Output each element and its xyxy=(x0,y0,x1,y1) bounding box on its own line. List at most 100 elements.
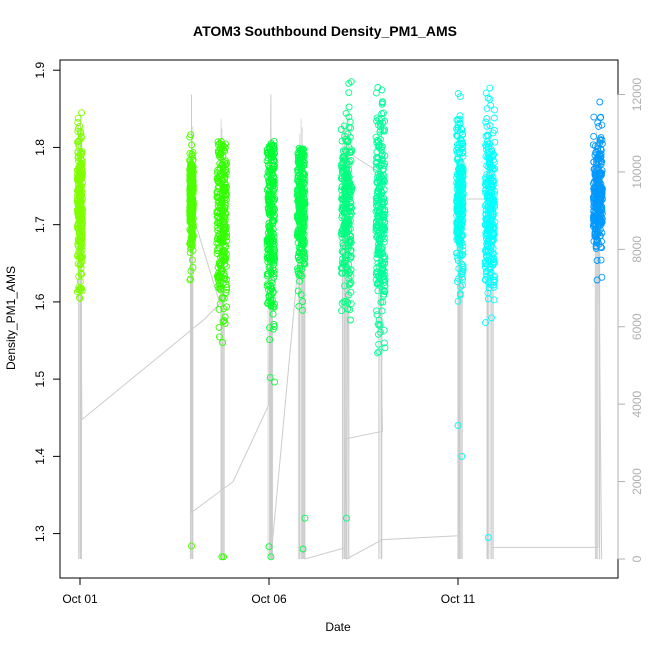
data-point xyxy=(375,340,383,348)
data-point xyxy=(377,269,385,277)
data-point xyxy=(268,268,276,276)
data-point xyxy=(481,260,489,268)
data-point xyxy=(220,226,228,234)
data-point xyxy=(221,171,229,179)
data-point xyxy=(598,207,606,215)
data-point xyxy=(268,159,276,167)
data-point xyxy=(373,254,381,262)
data-point xyxy=(220,294,228,302)
data-point xyxy=(214,227,222,235)
data-point xyxy=(372,89,380,97)
data-point xyxy=(455,239,463,247)
data-point xyxy=(188,141,196,149)
data-point xyxy=(344,305,352,313)
data-point xyxy=(486,224,494,232)
data-point xyxy=(264,270,272,278)
data-point xyxy=(458,239,466,247)
scatter-points xyxy=(73,78,606,561)
data-point xyxy=(489,197,497,205)
data-point xyxy=(296,265,304,272)
data-point xyxy=(594,210,602,218)
data-point xyxy=(374,202,382,210)
data-point xyxy=(453,194,461,202)
data-point-outlier xyxy=(458,452,466,460)
data-point xyxy=(75,142,83,150)
data-point xyxy=(374,259,382,267)
data-point xyxy=(266,374,274,382)
data-point xyxy=(482,118,490,126)
data-point xyxy=(188,230,196,238)
data-point xyxy=(345,103,353,111)
data-point xyxy=(271,149,279,157)
data-point xyxy=(373,202,381,210)
data-point xyxy=(489,236,497,244)
data-point xyxy=(219,220,227,227)
data-point xyxy=(379,99,386,107)
data-point xyxy=(459,266,467,273)
data-point xyxy=(296,277,304,285)
data-point xyxy=(456,252,464,260)
data-point xyxy=(591,185,598,193)
data-point-outlier xyxy=(188,542,195,550)
data-point xyxy=(593,203,601,210)
y-right-tick-label: 12000 xyxy=(630,77,644,111)
data-point xyxy=(219,318,227,325)
data-point xyxy=(486,164,494,172)
data-point-outlier xyxy=(265,543,273,551)
data-point xyxy=(347,199,355,207)
data-point xyxy=(270,303,278,311)
data-point xyxy=(219,247,227,255)
data-point xyxy=(453,171,461,179)
data-point xyxy=(484,248,492,256)
data-point xyxy=(266,222,274,230)
data-point xyxy=(189,149,197,157)
data-point xyxy=(266,231,274,239)
data-point xyxy=(270,174,278,182)
data-point xyxy=(77,271,85,278)
data-point xyxy=(77,261,85,269)
data-point xyxy=(269,156,277,164)
data-point xyxy=(374,287,382,295)
data-point xyxy=(343,183,351,191)
y-tick-label: 1.5 xyxy=(33,370,47,387)
data-point xyxy=(454,90,462,98)
data-point xyxy=(299,250,307,257)
y-right-tick-label: 2000 xyxy=(630,468,644,495)
data-point xyxy=(381,271,389,279)
data-point xyxy=(381,160,389,168)
data-point xyxy=(374,349,382,357)
data-point xyxy=(345,89,353,97)
data-point xyxy=(483,194,491,202)
data-point xyxy=(214,138,222,146)
data-point xyxy=(458,164,466,171)
data-point xyxy=(301,196,308,204)
data-point xyxy=(75,224,83,232)
data-point xyxy=(488,181,496,189)
data-point xyxy=(269,325,277,333)
y-tick-label: 1.7 xyxy=(33,216,47,233)
data-point xyxy=(267,211,275,219)
data-point xyxy=(222,140,229,148)
data-point xyxy=(596,137,604,144)
data-point xyxy=(221,313,229,321)
data-point xyxy=(346,316,354,324)
data-point xyxy=(213,235,221,243)
data-point-outlier xyxy=(220,553,228,561)
data-point xyxy=(372,271,380,279)
data-point xyxy=(347,157,355,164)
data-point xyxy=(270,320,278,328)
data-point xyxy=(341,254,349,262)
x-axis-label: Date xyxy=(325,620,351,634)
data-point xyxy=(489,129,497,137)
data-point xyxy=(341,256,349,264)
data-point xyxy=(300,250,308,258)
data-point xyxy=(219,142,227,150)
data-point xyxy=(269,209,277,217)
data-point xyxy=(482,89,490,97)
data-point xyxy=(489,156,497,164)
data-point xyxy=(483,115,491,123)
plot-frame xyxy=(59,59,619,579)
data-point xyxy=(264,150,271,158)
data-point xyxy=(373,158,381,166)
data-point xyxy=(486,271,494,278)
